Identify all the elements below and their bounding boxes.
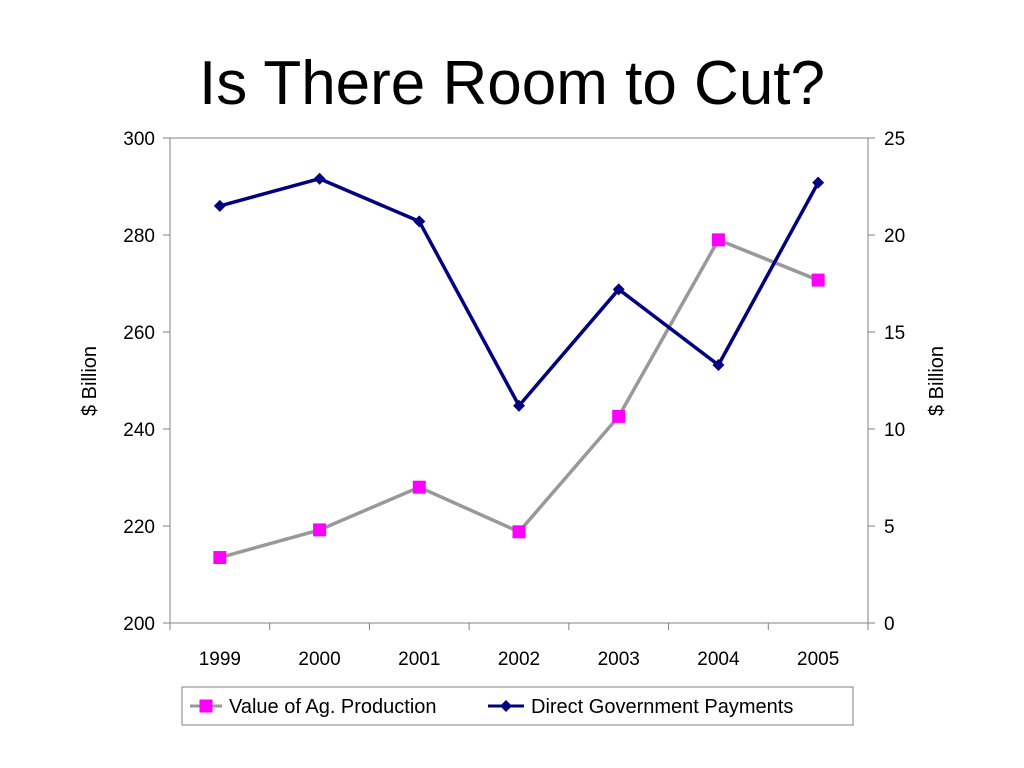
left-tick-label: 240 — [123, 420, 155, 441]
left-axis-title: $ Billion — [79, 346, 101, 416]
left-tick-label: 260 — [123, 323, 155, 344]
x-tick-label: 2001 — [398, 649, 440, 670]
data-point-diamond — [313, 172, 326, 185]
plot-area — [169, 137, 869, 624]
x-axis-labels: 1999 2000 2001 2002 2003 2004 2005 — [199, 649, 840, 670]
series-ag-production — [213, 233, 825, 565]
legend-diamond-marker-icon — [500, 700, 512, 712]
left-axis-labels: 200 220 240 260 280 300 — [123, 129, 155, 635]
right-axis-ticks — [868, 137, 875, 624]
right-axis-labels: 0 5 10 15 20 25 — [884, 129, 905, 635]
series-layer — [213, 172, 825, 565]
left-tick-label: 200 — [123, 614, 155, 635]
legend-item-ag-production: Value of Ag. Production — [190, 696, 437, 718]
slide-title: Is There Room to Cut? — [198, 49, 826, 118]
data-point-diamond — [513, 399, 525, 412]
x-tick-label: 2003 — [598, 649, 640, 670]
right-tick-label: 10 — [884, 420, 905, 441]
data-point-square — [711, 233, 725, 247]
x-tick-label: 2005 — [797, 649, 839, 670]
legend-square-marker-icon — [199, 699, 213, 713]
x-tick-label: 2000 — [298, 649, 340, 670]
left-tick-label: 280 — [123, 226, 155, 247]
left-axis-ticks — [163, 137, 170, 624]
data-point-square — [811, 273, 825, 287]
data-point-square — [512, 525, 526, 539]
left-tick-label: 300 — [123, 129, 155, 150]
legend: Value of Ag. Production Direct Governmen… — [181, 686, 854, 726]
series-gov-payments — [213, 172, 825, 412]
data-point-diamond — [213, 199, 226, 212]
data-point-diamond — [812, 176, 825, 189]
right-axis-title: $ Billion — [926, 346, 948, 416]
data-point-diamond — [612, 283, 625, 296]
data-point-diamond — [712, 358, 725, 371]
right-tick-label: 15 — [884, 323, 905, 344]
data-point-square — [412, 480, 426, 494]
legend-label-ag-production: Value of Ag. Production — [229, 696, 437, 718]
series-line — [219, 238, 819, 560]
x-tick-label: 1999 — [199, 649, 241, 670]
x-tick-label: 2004 — [697, 649, 740, 670]
x-tick-label: 2002 — [498, 649, 540, 670]
legend-label-gov-payments: Direct Government Payments — [531, 696, 793, 718]
right-tick-label: 5 — [884, 517, 895, 538]
data-point-square — [213, 551, 227, 565]
legend-item-gov-payments: Direct Government Payments — [488, 696, 793, 718]
data-point-square — [612, 409, 626, 423]
series-line — [219, 176, 820, 408]
data-point-diamond — [413, 215, 426, 228]
data-point-square — [313, 523, 327, 537]
right-tick-label: 0 — [884, 614, 895, 635]
left-tick-label: 220 — [123, 517, 155, 538]
right-tick-label: 25 — [884, 129, 905, 150]
x-axis-ticks — [169, 623, 869, 630]
right-tick-label: 20 — [884, 226, 905, 247]
